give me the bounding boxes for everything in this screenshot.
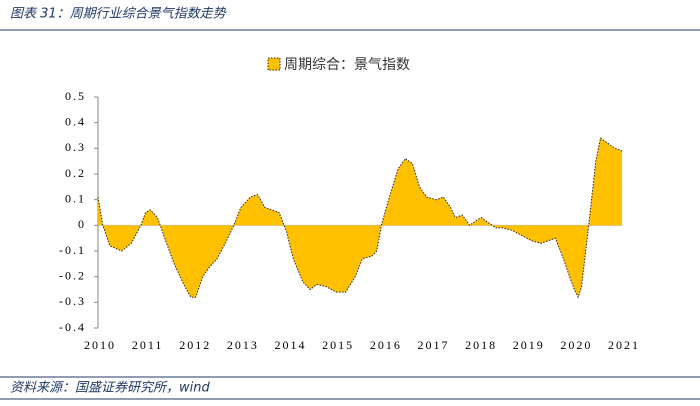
legend-label: 周期综合：景气指数 <box>284 57 410 73</box>
y-tick-label: -0.2 <box>59 268 86 282</box>
x-tick-label: 2014 <box>275 338 307 352</box>
y-tick-label: -0.4 <box>59 320 86 334</box>
x-tick-label: 2013 <box>227 338 259 352</box>
y-tick-label: 0.4 <box>65 114 86 128</box>
y-tick-label: 0.2 <box>65 166 86 180</box>
x-tick-label: 2019 <box>513 338 545 352</box>
x-tick-label: 2015 <box>322 338 354 352</box>
x-tick-label: 2020 <box>560 338 592 352</box>
x-tick-label: 2011 <box>132 338 164 352</box>
footer-source: 资料来源：国盛证券研究所，wind <box>10 380 210 396</box>
area-outline <box>97 137 623 299</box>
y-tick-label: 0.3 <box>65 140 86 154</box>
y-tick-label: -0.1 <box>59 243 86 257</box>
x-tick-label: 2017 <box>417 338 449 352</box>
y-tick-label: 0.1 <box>65 191 86 205</box>
y-tick-label: 0.5 <box>65 89 86 103</box>
x-tick-label: 2016 <box>370 338 402 352</box>
area <box>98 138 622 298</box>
x-tick-label: 2021 <box>608 338 640 352</box>
x-tick-label: 2018 <box>465 338 497 352</box>
legend-swatch <box>267 57 281 71</box>
x-tick-label: 2012 <box>179 338 211 352</box>
x-tick-label: 2010 <box>84 338 116 352</box>
y-tick-label: -0.3 <box>59 294 86 308</box>
y-tick-label: 0 <box>78 217 86 231</box>
header-title: 图表 31：周期行业综合景气指数走势 <box>10 7 228 22</box>
